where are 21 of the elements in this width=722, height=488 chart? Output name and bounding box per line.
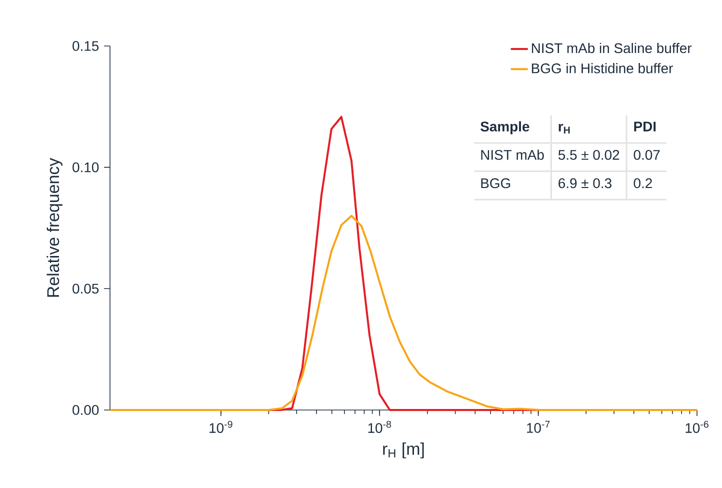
x-tick-label: 10$^{-9}$: [210, 420, 232, 433]
annotation: 6.9 ± 0.3: [558, 178, 612, 188]
y-axis-title: Relative frequency: [46, 158, 62, 297]
y-tick-label: 0.05: [72, 284, 99, 294]
annotation: NIST mAb: [481, 150, 544, 160]
annotation: 0.07: [634, 150, 660, 160]
annotation: 5.5 ± 0.02: [558, 150, 620, 160]
annotation: PDI: [634, 122, 656, 132]
annotation: 0.2: [634, 178, 652, 188]
annotation: Sample: [480, 121, 530, 134]
y-tick-label: 0.00: [72, 405, 99, 415]
legend-label: NIST mAb in Saline buffer: [532, 42, 692, 54]
x-tick-label: 10$^{-6}$: [686, 420, 708, 433]
x-tick-label: 10$^{-7}$: [527, 420, 550, 433]
x-tick-label: 10$^{-8}$: [368, 420, 392, 433]
annotation: BGG: [481, 178, 510, 188]
annotation: r$_{H}$: [558, 124, 570, 134]
y-tick-label: 0.15: [72, 41, 99, 51]
y-tick-label: 0.10: [72, 162, 99, 172]
legend-label: BGG in Histidine buffer: [532, 63, 673, 74]
x-axis-title: r$_{H}$ [m]: [383, 442, 424, 458]
